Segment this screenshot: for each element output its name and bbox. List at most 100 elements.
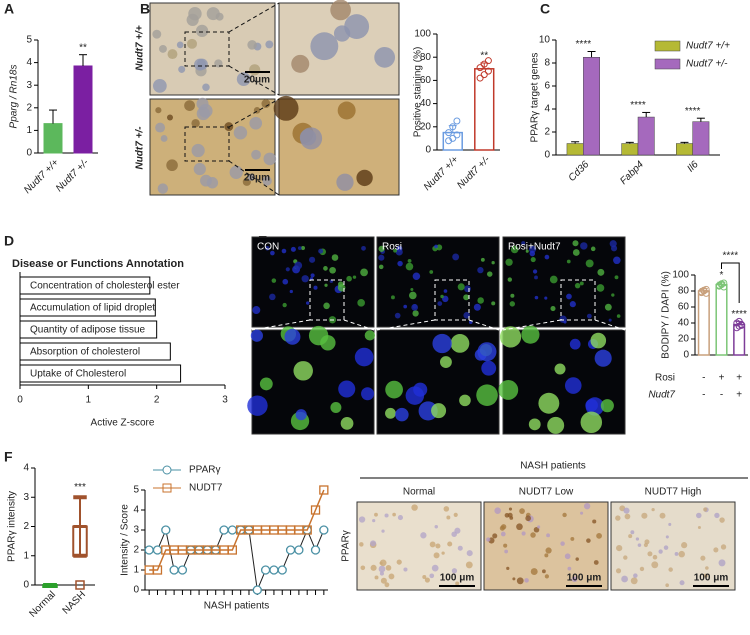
cell [593,560,599,565]
cell [443,506,450,512]
cell [361,245,366,251]
cell [652,554,658,560]
cell [651,508,655,512]
data-point [453,117,461,125]
bar [43,123,63,154]
scale-bar-label: 20μm [244,75,270,86]
cell [525,515,532,522]
data-point [445,137,453,145]
cell [372,519,376,523]
scale-bar-label: 100 μm [567,573,602,584]
panel-label: C [540,1,550,17]
cell [360,268,368,277]
cell [447,541,453,547]
cell [500,531,506,537]
cell [323,266,328,271]
cell [614,275,619,280]
y-tick-label: 1 [133,565,139,576]
y-tick-label: 40 [678,318,690,329]
scale-bar-label: 20μm [244,173,270,184]
cell [281,248,287,254]
cell [247,395,268,416]
cell [403,567,408,572]
cell [580,242,588,250]
cell [233,126,248,140]
panel-label: B [140,1,150,17]
x-tick-label: NASH [61,589,88,616]
y-tick-label: 60 [678,302,690,313]
cell [385,380,403,399]
y-tick-label: 3 [26,80,32,91]
condition-mark: - [702,373,705,384]
marker [277,565,287,575]
zoom-line [502,319,562,331]
cell [572,240,579,247]
y-axis-label: Pparg / Rn18s [9,65,20,129]
cell [251,149,261,160]
cell [512,577,516,581]
cell [378,264,384,270]
marker [169,565,179,575]
data-point [737,321,745,329]
cell [554,363,566,375]
cell [616,314,621,318]
y-tick-label: 2 [133,545,139,556]
cell [196,97,209,110]
cell [412,310,419,317]
cell [521,531,526,536]
outlier [75,580,85,590]
panel-label: A [4,1,14,17]
zoom-box [434,279,470,321]
marker [144,545,154,555]
cell [571,576,578,583]
cell [432,333,452,354]
y-tick-label: 20 [420,121,432,132]
cell [678,550,685,558]
cell [397,515,403,521]
x-tick-label: Nudt7 +/+ [22,157,61,196]
cell [331,254,339,261]
cell [477,266,484,274]
cell [575,557,579,561]
cell [544,553,549,558]
cell [410,287,414,291]
cell [391,295,395,300]
data-point [480,60,488,68]
cell [247,40,257,50]
cell [392,512,396,517]
cell [356,169,373,187]
cell [562,512,567,518]
cell [623,507,630,514]
cell [564,553,571,560]
cell [388,573,395,580]
cell [530,532,536,538]
y-tick-label: 4 [133,505,139,516]
y-tick-label: 10 [539,35,551,46]
cell [451,568,458,574]
cell [330,402,342,414]
zoom-box [309,279,345,321]
x-tick-label: Fabp4 [618,159,646,187]
cell [639,566,645,572]
cell [637,543,642,547]
cell [195,24,209,38]
cell [271,278,277,283]
micrograph [502,329,626,435]
cell [301,275,309,283]
cell [155,107,162,114]
cell [510,245,519,254]
x-tick-label: Normal [27,589,58,620]
cell [668,522,672,526]
y-tick-label: 0 [26,148,32,159]
significance: **** [685,106,701,117]
x-tick-label: 0 [17,395,23,406]
y-tick-label: 40 [420,98,432,109]
legend-label: Nudt7 +/+ [686,41,730,52]
cell [405,386,425,405]
marker [219,525,229,535]
cell [188,6,202,21]
scale-bar-label: 100 μm [440,573,475,584]
category-label: Absorption of cholesterol [30,347,140,358]
marker [310,545,321,555]
marker [177,565,188,575]
